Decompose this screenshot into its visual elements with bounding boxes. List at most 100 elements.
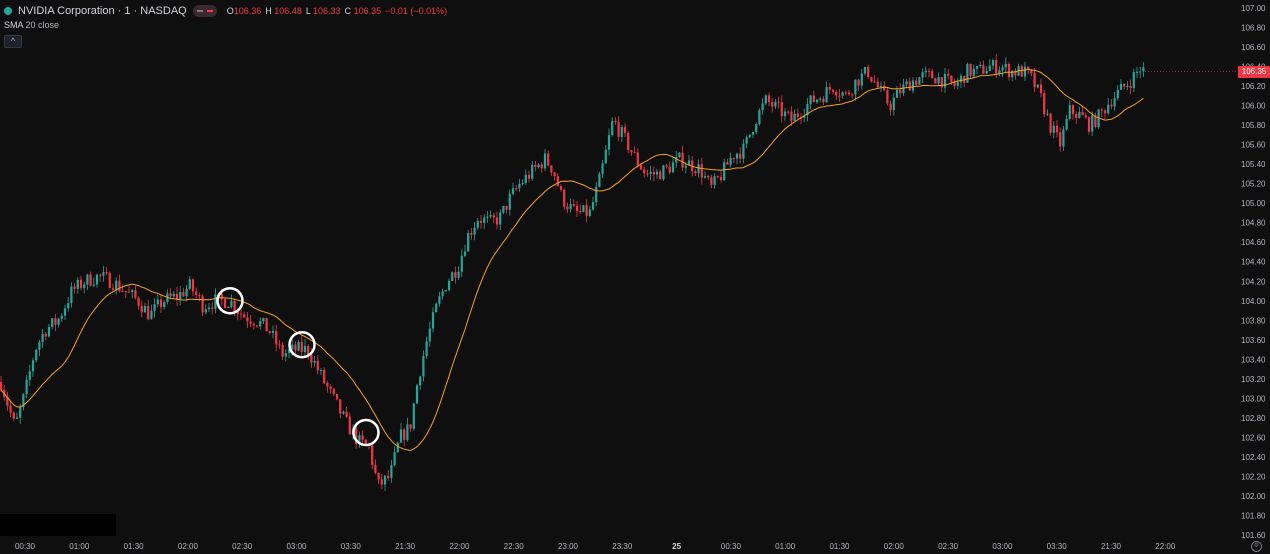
candle bbox=[463, 244, 467, 258]
candle bbox=[499, 209, 502, 230]
settings-icon[interactable]: ⚙ bbox=[1251, 541, 1262, 552]
candle bbox=[806, 98, 809, 122]
time-tick-label: 00:30 bbox=[721, 542, 742, 551]
candle bbox=[687, 155, 691, 166]
candle bbox=[783, 107, 787, 121]
candle bbox=[204, 304, 207, 315]
candle bbox=[399, 422, 403, 443]
candle bbox=[444, 289, 447, 292]
price-tick-label: 106.00 bbox=[1241, 102, 1266, 111]
collapse-legend-button[interactable]: ^ bbox=[4, 35, 22, 48]
candle bbox=[931, 68, 934, 79]
price-tick-label: 104.60 bbox=[1241, 238, 1266, 247]
time-tick-label: 22:00 bbox=[1155, 542, 1176, 551]
price-tick-label: 103.40 bbox=[1241, 355, 1266, 364]
highlight-circle bbox=[288, 330, 316, 359]
candle bbox=[543, 149, 547, 172]
legend-toggle-button[interactable] bbox=[192, 5, 217, 17]
candle bbox=[134, 285, 137, 300]
candle bbox=[1017, 63, 1020, 77]
candle bbox=[1110, 99, 1113, 110]
candle bbox=[892, 93, 895, 116]
candle bbox=[828, 83, 831, 95]
price-tick-label: 106.20 bbox=[1241, 82, 1266, 91]
candle bbox=[735, 152, 739, 165]
candle bbox=[764, 94, 767, 106]
time-tick-label: 25 bbox=[672, 542, 681, 551]
candle bbox=[15, 412, 19, 420]
candle bbox=[598, 171, 601, 188]
price-tick-label: 102.00 bbox=[1241, 492, 1266, 501]
candle bbox=[195, 287, 198, 299]
candle bbox=[886, 87, 889, 106]
candle bbox=[6, 391, 9, 411]
candle bbox=[169, 288, 172, 299]
candle bbox=[268, 330, 271, 335]
candle bbox=[540, 162, 543, 173]
candle bbox=[246, 311, 249, 328]
price-tick-label: 103.60 bbox=[1241, 336, 1266, 345]
time-tick-label: 02:00 bbox=[884, 542, 905, 551]
candle bbox=[163, 300, 166, 310]
candle bbox=[1081, 106, 1084, 116]
candle bbox=[1132, 68, 1135, 93]
candle bbox=[313, 356, 316, 367]
candle bbox=[403, 427, 406, 447]
candle bbox=[611, 117, 614, 137]
candle bbox=[566, 202, 569, 214]
symbol-title[interactable]: NVIDIA Corporation · 1 · NASDAQ bbox=[18, 5, 187, 17]
candle bbox=[172, 290, 175, 298]
price-tick-label: 101.60 bbox=[1241, 531, 1266, 540]
candle bbox=[1116, 85, 1119, 101]
candle bbox=[534, 160, 537, 172]
candle bbox=[550, 165, 553, 176]
candle bbox=[211, 302, 214, 315]
candle bbox=[329, 384, 332, 394]
candle bbox=[428, 321, 431, 347]
candle bbox=[121, 284, 124, 292]
candle bbox=[819, 96, 822, 103]
candle bbox=[527, 170, 531, 183]
candle bbox=[201, 294, 204, 317]
candle bbox=[127, 285, 131, 293]
candle bbox=[991, 58, 995, 70]
candle bbox=[1142, 62, 1145, 77]
candle bbox=[124, 291, 127, 299]
candle bbox=[966, 62, 969, 83]
candle bbox=[1135, 67, 1139, 78]
candle bbox=[422, 350, 425, 382]
candle bbox=[9, 400, 12, 418]
price-tick-label: 103.00 bbox=[1241, 394, 1266, 403]
candle bbox=[905, 78, 908, 89]
candle bbox=[681, 145, 684, 171]
candle bbox=[703, 171, 707, 179]
candle bbox=[1123, 83, 1126, 90]
candle bbox=[870, 76, 873, 83]
candle bbox=[70, 282, 73, 308]
candle bbox=[726, 158, 729, 165]
price-tick-label: 107.00 bbox=[1241, 4, 1266, 13]
candle bbox=[1107, 98, 1110, 116]
candle bbox=[473, 221, 476, 241]
candle bbox=[508, 189, 511, 216]
candle bbox=[732, 157, 735, 163]
candle bbox=[873, 74, 876, 84]
candle bbox=[1087, 115, 1091, 135]
close-value: 106.35 bbox=[353, 6, 382, 16]
high-label: H bbox=[265, 6, 272, 16]
time-tick-label: 03:30 bbox=[1047, 542, 1068, 551]
candle bbox=[150, 304, 153, 320]
candle bbox=[1068, 100, 1071, 121]
indicator-legend[interactable]: SMA 20 close bbox=[4, 20, 59, 30]
candle bbox=[319, 368, 323, 376]
candle bbox=[425, 336, 428, 359]
candle bbox=[921, 68, 924, 83]
candle bbox=[54, 313, 57, 331]
candle bbox=[79, 275, 83, 291]
candle bbox=[559, 184, 563, 192]
candle bbox=[700, 157, 703, 185]
candle bbox=[748, 134, 751, 139]
candle bbox=[412, 402, 415, 431]
chart-legend: NVIDIA Corporation · 1 · NASDAQ O106.36 … bbox=[4, 3, 451, 19]
